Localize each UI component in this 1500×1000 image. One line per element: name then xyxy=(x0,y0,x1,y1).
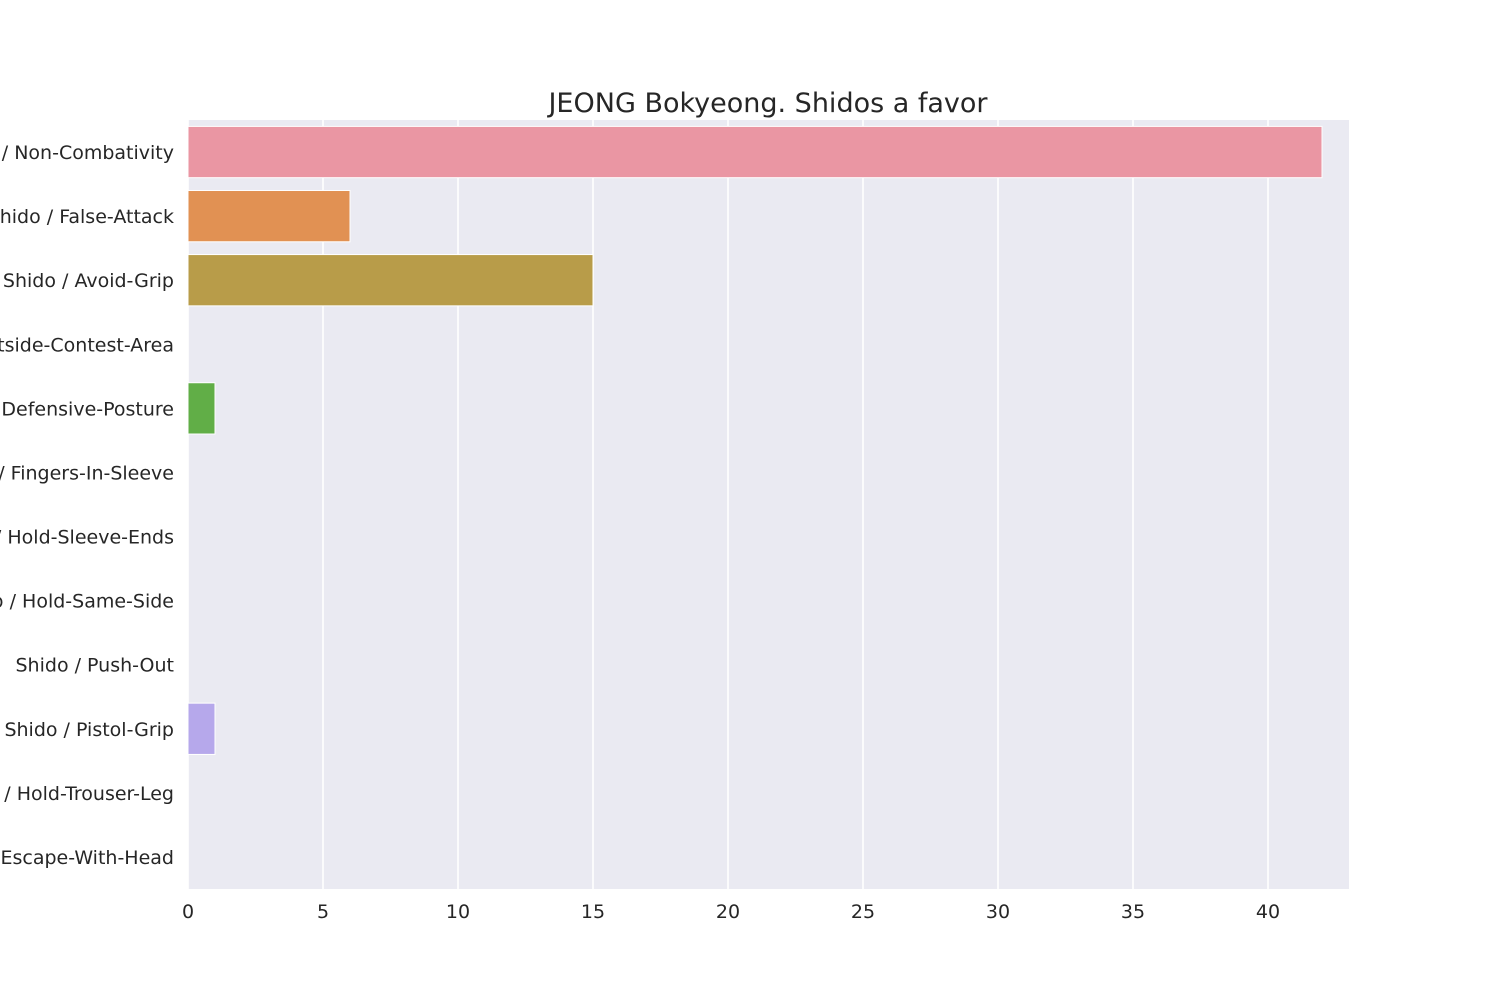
y-tick-label-shido-avoid-grip: Shido / Avoid-Grip xyxy=(3,270,174,292)
bar-shido-non-combativity xyxy=(187,125,1323,179)
chart-title: JEONG Bokyeong. Shidos a favor xyxy=(546,88,988,119)
x-tick-label-10: 10 xyxy=(446,901,470,923)
x-tick-label-25: 25 xyxy=(851,901,875,923)
x-tick-label-40: 40 xyxy=(1256,901,1280,923)
bar-shido-avoid-grip xyxy=(187,254,594,307)
bar-shido-false-attack xyxy=(187,189,351,243)
gridlines xyxy=(187,120,1269,889)
x-tick-label-0: 0 xyxy=(182,901,194,923)
y-tick-label-shido-hold-sleeve-ends: Shido / Hold-Sleeve-Ends xyxy=(0,527,174,549)
x-tick-label-5: 5 xyxy=(317,901,329,923)
x-tick-label-20: 20 xyxy=(716,901,740,923)
x-tick-label-15: 15 xyxy=(581,901,605,923)
bars xyxy=(187,125,1323,755)
y-tick-labels: Shido / Non-Combativity Shido / False-Att… xyxy=(0,142,174,869)
y-tick-label-shido-outside-contest-area: Shido / Outside-Contest-Area xyxy=(0,334,174,356)
y-tick-label-shido-fingers-in-sleeve: Shido / Fingers-In-Sleeve xyxy=(0,462,174,484)
y-tick-label-shido-hold-same-side: Shido / Hold-Same-Side xyxy=(0,591,174,613)
x-tick-label-30: 30 xyxy=(986,901,1010,923)
y-tick-label-shido-defensive-posture: Shido / Defensive-Posture xyxy=(0,398,174,420)
y-tick-label-shido-false-attack: Shido / False-Attack xyxy=(0,206,174,228)
x-tick-label-35: 35 xyxy=(1121,901,1145,923)
bar-shido-defensive-posture xyxy=(187,382,216,435)
y-tick-label-shido-non-combativity: Shido / Non-Combativity xyxy=(0,142,174,164)
y-tick-label-shido-push-out: Shido / Push-Out xyxy=(16,655,175,677)
plot-background xyxy=(188,120,1349,889)
bar-shido-pistol-grip xyxy=(187,702,216,755)
x-tick-labels: 0 5 10 15 20 25 30 35 40 xyxy=(182,901,1280,923)
y-tick-label-shido-pistol-grip: Shido / Pistol-Grip xyxy=(4,719,174,741)
y-tick-label-shido-hold-trouser-leg: Shido / Hold-Trouser-Leg xyxy=(0,783,174,805)
y-tick-label-shido-escape-with-head: Shido / Escape-With-Head xyxy=(0,847,174,869)
